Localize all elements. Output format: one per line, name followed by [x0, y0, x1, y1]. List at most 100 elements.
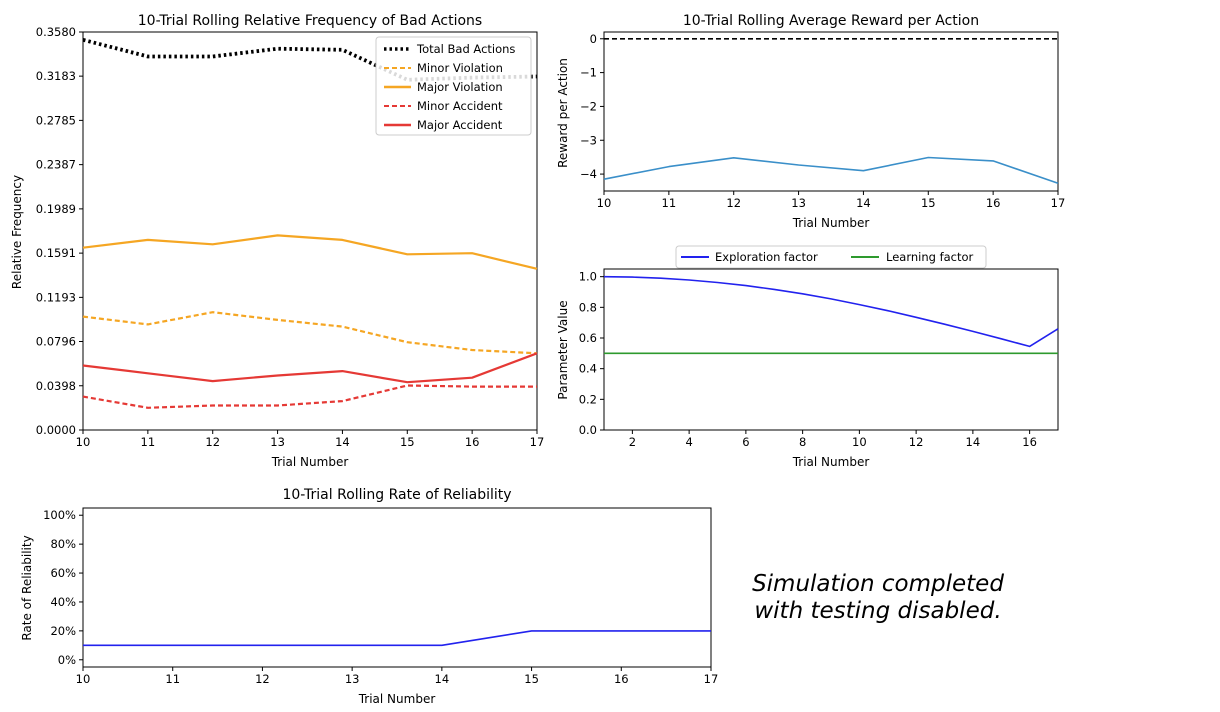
- reward-chart: 10-Trial Rolling Average Reward per Acti…: [556, 13, 1065, 230]
- legend: Total Bad Actions Minor Violation Major …: [375, 36, 532, 136]
- y-tick-label: −2: [580, 99, 597, 113]
- x-tick-label: 8: [799, 435, 806, 449]
- x-axis-label: Trial Number: [792, 455, 870, 469]
- x-tick-label: 4: [685, 435, 692, 449]
- series-line-major-violation: [82, 234, 538, 270]
- y-tick-label: 0.0796: [36, 335, 76, 349]
- plot-frame: [82, 507, 712, 668]
- parameter-chart: Trial Number Parameter Value 2 4 6 8 10 12 14 1…: [556, 245, 1059, 469]
- x-tick-label: 11: [141, 435, 156, 449]
- plot-frame: [603, 268, 1059, 431]
- x-tick-label: 13: [791, 196, 806, 210]
- y-axis-label: Rate of Reliability: [20, 535, 34, 640]
- x-tick-label: 12: [909, 435, 924, 449]
- x-tick-label: 10: [852, 435, 867, 449]
- x-tick-label: 2: [629, 435, 636, 449]
- x-tick-label: 11: [662, 196, 677, 210]
- series-line-exploration-factor: [603, 275, 1059, 348]
- status-note-line-2: with testing disabled.: [754, 598, 1001, 624]
- x-tick-label: 6: [742, 435, 749, 449]
- y-tick-label: 0.0398: [36, 379, 76, 393]
- y-tick-label: 60%: [50, 566, 76, 580]
- legend-label-minor-violation: Minor Violation: [417, 61, 503, 75]
- x-tick-label: 10: [597, 196, 612, 210]
- y-tick-label: 20%: [50, 624, 76, 638]
- chart-title: 10-Trial Rolling Rate of Reliability: [282, 487, 511, 503]
- status-note: Simulation completed with testing disabl…: [752, 571, 1004, 624]
- x-tick-label: 14: [856, 196, 871, 210]
- chart-title: 10-Trial Rolling Relative Frequency of B…: [138, 13, 482, 29]
- series-line-total-bad-actions: [82, 37, 538, 82]
- series-line-minor-accident: [82, 384, 537, 409]
- reliability-chart: 10-Trial Rolling Rate of Reliability Tri…: [20, 487, 718, 706]
- y-tick-label: 0.3580: [36, 25, 76, 39]
- x-tick-label: 15: [524, 672, 539, 686]
- y-tick-label: 1.0: [579, 270, 597, 284]
- x-tick-label: 12: [205, 435, 220, 449]
- x-tick-label: 10: [76, 672, 91, 686]
- legend-box: [675, 245, 987, 269]
- y-tick-label: 0.0000: [36, 423, 76, 437]
- legend-label-major-violation: Major Violation: [417, 80, 503, 94]
- y-tick-label: 0.8: [579, 300, 597, 314]
- x-tick-label: 17: [704, 672, 719, 686]
- y-tick-label: 0.1989: [36, 202, 76, 216]
- y-tick-label: 0%: [58, 653, 76, 667]
- series-line-minor-violation: [82, 311, 538, 355]
- x-tick-label: 15: [400, 435, 415, 449]
- y-tick-label: 0.1193: [36, 290, 76, 304]
- y-tick-label: 0.2: [579, 392, 597, 406]
- y-tick-label: 0: [590, 32, 597, 46]
- x-tick-label: 17: [1051, 196, 1066, 210]
- status-note-line-1: Simulation completed: [752, 571, 1004, 597]
- x-tick-label: 12: [255, 672, 270, 686]
- y-tick-label: −3: [580, 133, 597, 147]
- x-tick-label: 14: [435, 672, 450, 686]
- plot-frame: [603, 31, 1059, 192]
- y-tick-label: −1: [580, 66, 597, 80]
- series-line-1: [83, 630, 711, 647]
- x-tick-label: 12: [726, 196, 741, 210]
- legend-label-minor-accident: Minor Accident: [417, 99, 503, 113]
- x-tick-label: 14: [335, 435, 350, 449]
- y-axis-label: Reward per Action: [556, 58, 570, 168]
- x-tick-label: 13: [345, 672, 360, 686]
- x-axis-label: Trial Number: [358, 692, 436, 706]
- x-tick-label: 13: [270, 435, 285, 449]
- bad-actions-chart: 10-Trial Rolling Relative Frequency of B…: [10, 13, 544, 469]
- x-tick-label: 14: [966, 435, 981, 449]
- y-tick-label: 0.6: [579, 331, 597, 345]
- x-tick-label: 16: [986, 196, 1001, 210]
- legend-label-exploration-factor: Exploration factor: [715, 250, 818, 264]
- legend-label-total-bad-actions: Total Bad Actions: [416, 42, 515, 56]
- y-tick-label: 0.4: [579, 362, 597, 376]
- x-tick-label: 11: [165, 672, 180, 686]
- y-tick-label: 100%: [43, 508, 76, 522]
- x-tick-label: 16: [465, 435, 480, 449]
- x-axis-label: Trial Number: [271, 455, 349, 469]
- y-tick-label: 40%: [50, 595, 76, 609]
- y-tick-label: 0.2785: [36, 113, 76, 127]
- x-tick-label: 17: [530, 435, 545, 449]
- chart-title: 10-Trial Rolling Average Reward per Acti…: [683, 13, 979, 29]
- x-tick-label: 15: [921, 196, 936, 210]
- y-axis-label: Relative Frequency: [10, 175, 24, 289]
- plot-frame: [82, 31, 538, 431]
- x-axis-label: Trial Number: [792, 216, 870, 230]
- series-line-major-accident: [82, 352, 538, 384]
- x-tick-label: 10: [76, 435, 91, 449]
- y-tick-label: −4: [580, 167, 597, 181]
- y-tick-label: 0.0: [579, 423, 597, 437]
- legend-label-learning-factor: Learning factor: [886, 250, 974, 264]
- legend: Exploration factor Learning factor: [675, 245, 987, 269]
- y-tick-label: 80%: [50, 537, 76, 551]
- legend-label-major-accident: Major Accident: [417, 118, 503, 132]
- x-tick-label: 16: [1022, 435, 1037, 449]
- y-tick-label: 0.2387: [36, 158, 76, 172]
- y-tick-label: 0.3183: [36, 69, 76, 83]
- legend-box: [375, 36, 532, 136]
- y-axis-label: Parameter Value: [556, 300, 570, 399]
- series-line-1: [603, 156, 1059, 184]
- x-tick-label: 16: [614, 672, 629, 686]
